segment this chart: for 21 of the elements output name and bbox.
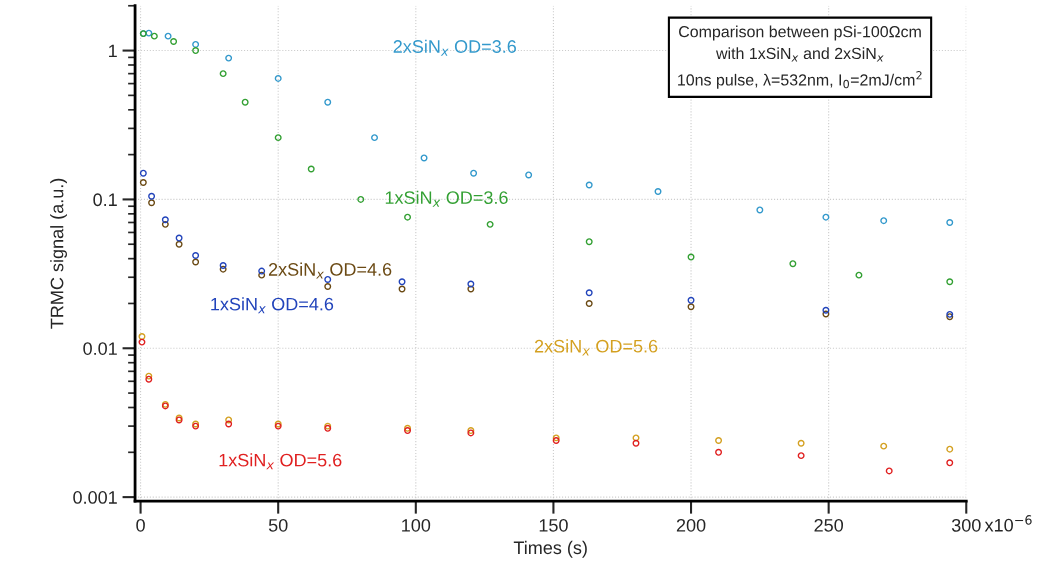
x-tick-label: 100 <box>402 518 431 532</box>
x-tick-label: 50 <box>268 518 288 532</box>
text: 2xSiN$_{x}$ OD=5.6 <box>534 339 658 356</box>
x-axis-title: Times (s) <box>513 540 587 558</box>
x-tick-label: 250 <box>814 518 844 532</box>
x-tick-label: 300 <box>951 518 981 532</box>
x-tick-label: 150 <box>539 518 568 532</box>
series-label: 1xSiN$_{x}$ OD=5.6 <box>219 453 342 470</box>
series-label: 1xSiN$_{x}$ OD=4.6 <box>211 297 334 314</box>
y-axis-title: TRMC signal (a.u.) <box>50 178 67 329</box>
text: 2xSiN$_{x}$ OD=3.6 <box>393 39 516 56</box>
text: Comparison between pSi-100Ωcm with 1xSiN$_{x}$ and 2xSiN$_{x}$ 10ns pulse, λ=532nm, I$_{0}$=2mJ/cm$^{2}$ <box>678 25 922 89</box>
series-label: 2xSiN$_{x}$ OD=4.6 <box>268 262 392 279</box>
x-tick-label: 0 <box>136 518 145 532</box>
text: x10$^{−6}$ <box>984 515 1032 532</box>
x-tick-label: 200 <box>676 518 706 532</box>
y-tick-label: 1 <box>109 44 117 58</box>
y-tick-label: 0.1 <box>93 193 117 207</box>
y-tick-label: 0.01 <box>83 342 117 355</box>
y-tick-label: 0.001 <box>73 491 117 504</box>
series-label: 1xSiN$_{x}$ OD=3.6 <box>385 190 508 207</box>
